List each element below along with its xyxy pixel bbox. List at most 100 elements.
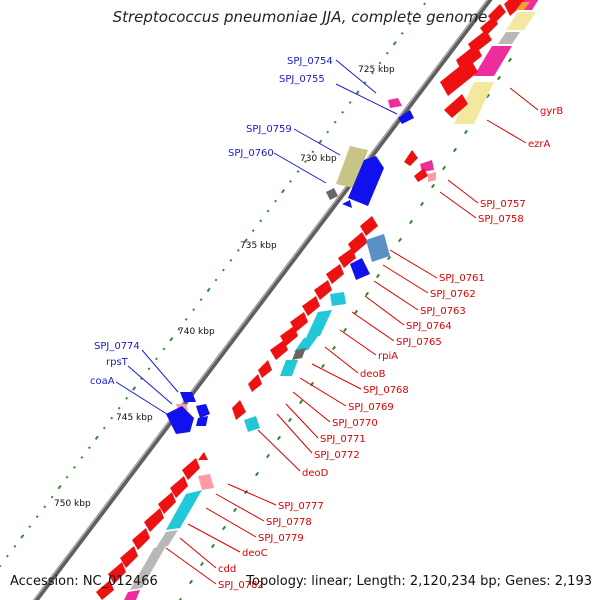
scale-dot: [35, 515, 39, 519]
gene-block-cream: [506, 12, 536, 30]
scale-dot: [259, 219, 263, 223]
scale-dot: [303, 160, 307, 164]
scale-dot: [229, 258, 233, 262]
scale-dot: [125, 396, 129, 400]
scale-dot: [65, 475, 69, 479]
gene-block-cyan: [306, 310, 332, 338]
gene-block-pink: [198, 474, 214, 490]
scale-dot: [265, 453, 271, 459]
gene-block-cyan: [166, 490, 202, 530]
leader-line: [276, 413, 313, 454]
scale-dot: [353, 309, 359, 315]
gene-label: SPJ_0758: [478, 214, 524, 225]
gene-arrow-red: [170, 476, 188, 498]
gene-arrow-blue: [196, 404, 210, 418]
leader-line: [335, 83, 398, 115]
scale-dot: [13, 544, 17, 548]
gene-labels: SPJ_0754 SPJ_0755 SPJ_0759 SPJ_0760 gyrB…: [90, 56, 563, 591]
scale-dot: [364, 291, 370, 297]
gene-arrow-red: [290, 312, 308, 332]
gene-block-gray: [156, 530, 178, 548]
gene-label: SPJ_0760: [228, 148, 274, 159]
gene-arrow-red: [198, 452, 208, 460]
scale-dot: [87, 446, 91, 450]
scale-dot: [333, 120, 337, 124]
gene-arrow-red: [144, 508, 164, 532]
scale-dot: [251, 229, 255, 233]
gene-label: SPJ_0764: [406, 321, 452, 332]
gene-arrow-red: [270, 340, 288, 360]
summary-text: Topology: linear; Length: 2,120,234 bp; …: [246, 574, 592, 589]
scale-dot: [154, 357, 158, 361]
scale-dot: [385, 51, 389, 55]
gene-label: SPJ_0778: [266, 517, 312, 528]
accession-text: Accession: NC_012466: [10, 574, 158, 589]
gene-label: SPJ_0772: [314, 450, 360, 461]
scale-dot: [214, 278, 218, 282]
gene-block-gray: [498, 32, 520, 44]
gene-arrow-red: [280, 326, 298, 346]
scale-dot: [102, 426, 106, 430]
scale-dot: [276, 435, 282, 441]
scale-dot: [221, 525, 227, 531]
leader-line: [389, 249, 438, 279]
scale-dot: [192, 308, 196, 312]
scale-dot: [463, 129, 469, 135]
scale-dot: [132, 386, 137, 391]
gene-arrow-red: [302, 296, 320, 316]
gene-label: SPJ_0761: [439, 273, 485, 284]
leader-line: [215, 493, 265, 522]
leader-line: [335, 59, 377, 94]
gene-arrow-red: [96, 580, 114, 600]
gene-label: SPJ_0769: [348, 402, 394, 413]
gene-arrow-red: [258, 360, 272, 378]
scale-dot: [430, 183, 436, 189]
gene-label: SPJ_0759: [246, 124, 292, 135]
gene-block-cyan: [330, 292, 346, 306]
scale-dot: [243, 238, 248, 243]
scale-dot: [110, 416, 114, 420]
scale-dot: [199, 561, 205, 567]
scale-dot: [43, 505, 47, 509]
gene-label: coaA: [90, 376, 115, 387]
leader-line: [339, 329, 377, 356]
gene-arrow-blue: [180, 392, 196, 402]
scale-dot: [342, 327, 348, 333]
gene-arrow-red: [326, 264, 344, 284]
scale-dot: [386, 255, 392, 261]
leader-line: [205, 507, 257, 538]
scale-dot: [341, 110, 345, 114]
scale-dot: [177, 327, 181, 331]
scale-dot: [298, 399, 304, 405]
leader-line: [486, 119, 527, 144]
scale-labels: 725 kbp 730 kbp 735 kbp 740 kbp 745 kbp …: [54, 65, 395, 509]
scale-dot: [57, 484, 62, 490]
gene-features: [96, 0, 539, 600]
gene-label: SPJ_0774: [94, 341, 140, 352]
gene-label: SPJ_0765: [396, 337, 442, 348]
map-title: Streptococcus pneumoniae JJA, complete g…: [112, 8, 488, 26]
scale-dot: [266, 209, 270, 213]
gene-block-cyan: [294, 336, 318, 352]
scale-label: 725 kbp: [358, 65, 395, 75]
leader-line: [351, 311, 395, 342]
scale-dot: [408, 219, 414, 225]
scale-dot: [441, 165, 447, 171]
scale-label: 735 kbp: [240, 241, 277, 251]
gene-label: deoB: [360, 369, 386, 380]
scale-dot: [331, 345, 337, 351]
gene-block-darkgray: [326, 188, 338, 200]
gene-label: deoD: [302, 468, 329, 479]
gene-block-magenta: [124, 590, 140, 600]
gene-block-pink: [428, 172, 436, 182]
gene-label: cdd: [218, 564, 236, 575]
gene-block-darkgray: [292, 348, 306, 360]
scale-label: 740 kbp: [178, 327, 215, 337]
gene-arrow-blue: [348, 156, 384, 206]
scale-dot: [320, 363, 326, 369]
scale-dot: [415, 12, 419, 16]
gene-label: SPJ_0782: [218, 580, 264, 591]
gene-block-cream: [454, 82, 494, 124]
gene-label: SPJ_0757: [480, 199, 526, 210]
scale-dot: [94, 435, 99, 440]
